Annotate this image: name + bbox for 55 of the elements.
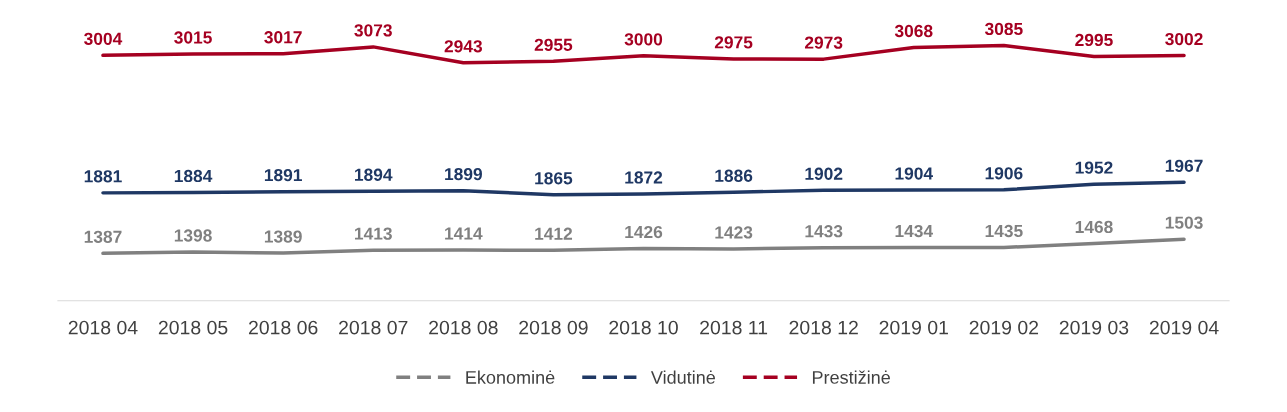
data-label: 3073 — [354, 24, 392, 37]
x-tick-label: 2018 06 — [248, 320, 318, 335]
data-label: 1423 — [715, 226, 753, 239]
data-label: 3017 — [264, 31, 302, 44]
data-label: 1414 — [445, 227, 483, 240]
data-label: 1434 — [895, 224, 933, 238]
x-tick-label: 2018 04 — [68, 320, 138, 335]
data-label: 3015 — [174, 31, 212, 44]
x-tick-label: 2018 05 — [158, 320, 228, 335]
data-label: 3000 — [624, 33, 663, 46]
data-label: 1906 — [985, 167, 1023, 180]
x-tick-label: 2019 03 — [1059, 320, 1129, 335]
data-label: 1902 — [805, 167, 843, 180]
data-label: 1899 — [445, 167, 482, 181]
data-label: 1468 — [1075, 220, 1113, 234]
data-label: 2995 — [1075, 33, 1113, 47]
data-label: 1884 — [174, 169, 213, 183]
data-label: 1872 — [625, 171, 663, 184]
data-label: 1433 — [805, 225, 843, 238]
data-label: 1865 — [535, 172, 573, 185]
data-label: 1967 — [1165, 159, 1203, 172]
data-label: 2955 — [534, 38, 573, 51]
data-label: 1881 — [84, 170, 122, 183]
data-label: 1886 — [715, 169, 753, 182]
data-label: 1503 — [1165, 216, 1203, 229]
data-label: 3068 — [894, 24, 933, 38]
x-tick-label: 2018 11 — [700, 320, 768, 335]
data-label: 2973 — [804, 36, 843, 49]
x-tick-label: 2018 09 — [519, 320, 588, 335]
data-label: 1389 — [264, 230, 302, 243]
x-tick-label: 2019 01 — [879, 320, 948, 335]
legend-label: Vidutinė — [650, 370, 715, 384]
data-label: 3004 — [84, 32, 123, 45]
data-label: 3085 — [984, 22, 1023, 36]
data-label: 1413 — [355, 227, 392, 240]
data-label: 1904 — [895, 167, 933, 180]
data-label: 1426 — [625, 225, 663, 239]
legend-label: Ekonominė — [466, 370, 555, 384]
data-label: 1952 — [1075, 161, 1113, 174]
data-label: 1435 — [985, 224, 1023, 238]
data-label: 1891 — [264, 168, 302, 182]
data-label: 1387 — [84, 230, 122, 243]
x-tick-label: 2019 04 — [1149, 320, 1219, 335]
data-label: 1894 — [355, 168, 393, 181]
x-tick-label: 2019 02 — [969, 320, 1039, 335]
data-label: 1412 — [535, 227, 573, 240]
legend-label: Prestižinė — [812, 370, 890, 384]
x-tick-label: 2018 08 — [429, 320, 498, 335]
data-label: 1398 — [174, 229, 212, 242]
x-tick-label: 2018 10 — [609, 320, 678, 335]
data-label: 3002 — [1165, 32, 1203, 46]
x-tick-label: 2018 12 — [789, 320, 858, 335]
x-tick-label: 2018 07 — [339, 320, 408, 335]
data-label: 2943 — [444, 40, 483, 53]
data-label: 2975 — [714, 36, 753, 49]
